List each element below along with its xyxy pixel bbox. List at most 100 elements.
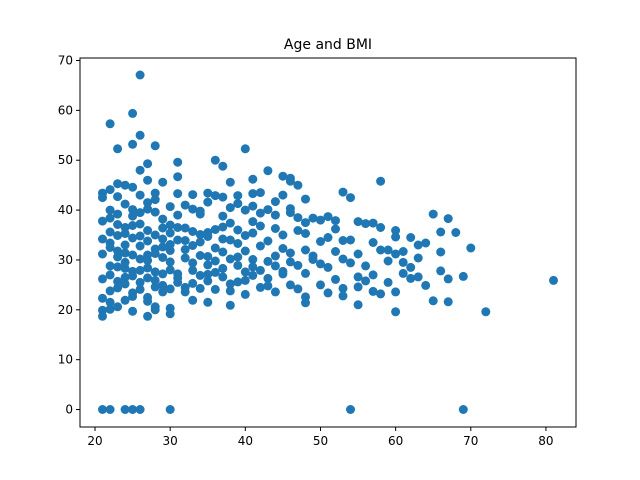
data-point [143,263,153,273]
data-point [218,234,228,244]
data-point [120,295,130,305]
data-point [346,258,355,268]
data-point [398,247,408,256]
data-point [128,306,138,316]
data-point [98,234,107,244]
x-tick-label: 50 [313,434,328,448]
data-point [143,226,153,235]
data-point [443,297,453,307]
data-point [255,282,265,292]
data-point [143,256,153,265]
y-tick-label: 30 [58,253,73,267]
data-point [255,208,265,218]
data-point [285,204,295,214]
data-point [233,239,243,248]
data-point [210,267,220,277]
x-tick-label: 60 [388,434,403,448]
data-point [218,272,228,282]
data-point [255,241,265,251]
data-point [173,210,183,220]
data-point [285,257,295,267]
data-point [368,238,378,247]
data-point [270,210,280,220]
x-tick-label: 70 [463,434,478,448]
data-point [98,274,107,284]
data-point [301,218,310,228]
data-point [293,213,303,223]
data-point [98,405,107,414]
data-point [195,270,205,280]
data-point [203,260,213,270]
data-point [180,245,190,254]
data-point [105,405,115,414]
data-point [150,267,160,277]
data-point [391,232,401,242]
data-point [346,235,355,245]
data-point [128,139,138,149]
data-point [233,199,243,209]
data-point [353,282,363,292]
data-point [255,188,265,198]
data-point [278,266,288,276]
data-point [436,227,446,237]
data-point [158,177,168,187]
data-point [316,215,325,225]
data-point [376,176,386,186]
data-point [549,275,558,285]
data-point [158,242,168,252]
data-point [188,241,198,250]
x-tick-label: 80 [538,434,553,448]
data-point [338,254,348,264]
data-point [135,231,145,241]
data-point [98,293,107,303]
data-point [331,274,340,284]
data-point [105,286,115,296]
data-point [150,188,160,198]
data-point [120,248,130,258]
data-point [158,223,168,233]
data-point [105,304,115,314]
data-point [203,197,213,207]
data-point [270,224,280,233]
data-point [338,291,348,301]
data-point [406,233,416,242]
data-point [398,268,408,278]
data-points [98,70,558,414]
data-point [443,274,453,284]
data-point [180,236,190,245]
data-point [113,262,123,272]
data-point [301,268,310,278]
x-tick-label: 40 [238,434,253,448]
data-point [128,221,138,230]
data-point [383,277,393,287]
data-point [105,185,115,195]
data-point [293,180,303,190]
data-point [218,263,228,273]
data-point [428,209,438,219]
data-point [210,243,220,253]
data-point [165,228,175,238]
data-point [180,200,190,210]
data-point [128,211,138,221]
data-point [113,302,123,312]
data-point [368,286,378,296]
data-point [165,284,175,294]
data-point [270,287,280,297]
data-point [331,247,340,256]
data-point [165,257,175,267]
data-point [263,256,273,266]
data-point [270,251,280,261]
data-point [240,289,250,299]
data-point [225,254,235,264]
data-point [210,256,220,266]
data-point [135,241,145,251]
data-point [120,180,130,190]
data-point [391,249,401,259]
data-point [113,246,123,256]
data-point [225,286,235,296]
data-point [165,265,175,275]
data-point [203,297,213,307]
data-point [353,272,363,282]
data-point [331,216,340,226]
